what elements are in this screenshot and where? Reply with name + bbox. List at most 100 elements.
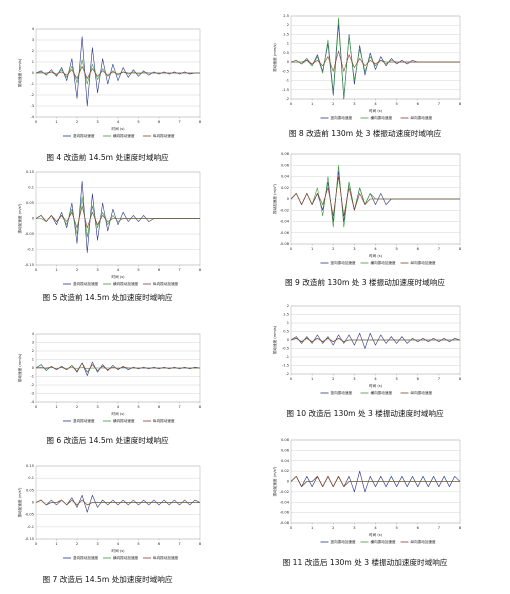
y-axis-label: 振动加速度 (m/s²)	[272, 466, 277, 497]
legend-label: 横向振动速度	[113, 133, 135, 138]
x-tick-label: 4	[117, 268, 120, 272]
y-tick-label: -1.5	[282, 364, 289, 368]
legend-label: 横向振动速度	[113, 418, 135, 423]
x-axis-label: 时间 (s)	[369, 383, 383, 388]
y-tick-label: -1	[285, 79, 289, 83]
x-tick-label: 0	[290, 102, 293, 106]
x-tick-label: 6	[417, 247, 420, 251]
series-line	[35, 494, 201, 513]
x-tick-label: 7	[178, 268, 180, 272]
figure-caption: 图 8 改造前 130m 处 3 楼振动速度时域响应	[289, 128, 442, 138]
x-tick-label: 7	[178, 542, 180, 546]
series-line	[36, 66, 200, 79]
x-tick-label: 5	[395, 247, 397, 251]
legend-label: 竖向振动加速度	[73, 555, 99, 560]
y-tick-label: 2	[287, 23, 289, 27]
x-tick-label: 3	[96, 405, 98, 409]
y-tick-label: 0.1	[28, 186, 34, 190]
y-tick-label: 2	[287, 304, 289, 308]
y-tick-label: 0	[32, 366, 35, 370]
y-tick-label: -0.05	[25, 513, 34, 517]
legend-label: 横向振动加速度	[113, 555, 139, 560]
x-tick-label: 1	[311, 377, 313, 381]
x-tick-label: 2	[332, 377, 334, 381]
x-tick-label: 7	[438, 247, 440, 251]
x-tick-label: 2	[332, 526, 334, 530]
y-tick-label: -0.5	[282, 347, 289, 351]
x-tick-label: 1	[311, 526, 313, 530]
x-tick-label: 6	[158, 120, 161, 124]
x-tick-label: 0	[290, 247, 293, 251]
x-tick-label: 4	[117, 405, 120, 409]
x-tick-label: 8	[199, 268, 202, 272]
x-tick-label: 5	[137, 542, 139, 546]
series-line	[35, 499, 200, 506]
legend-label: 纵向振动加速度	[153, 281, 179, 286]
y-tick-label: -0.05	[25, 232, 34, 236]
series-line	[290, 176, 460, 217]
y-axis-label: 振动速度 (mm/s)	[17, 58, 22, 87]
y-tick-label: 4	[32, 332, 35, 336]
y-tick-label: -0.08	[280, 242, 290, 246]
legend-label: 竖向振动速度	[331, 115, 353, 120]
x-tick-label: 1	[55, 405, 57, 409]
x-tick-label: 0	[35, 542, 38, 546]
y-tick-label: -0.04	[280, 500, 290, 504]
y-axis-label: 振动速度 (mm/s)	[272, 325, 277, 354]
x-tick-label: 3	[96, 542, 98, 546]
x-tick-label: 3	[353, 102, 355, 106]
x-tick-label: 4	[374, 247, 377, 251]
x-tick-label: 2	[76, 268, 78, 272]
figure: 0.080.060.040.020-0.02-0.04-0.06-0.080 1 2…	[272, 438, 462, 567]
y-tick-label: -0.1	[27, 248, 34, 252]
x-tick-label: 5	[137, 268, 139, 272]
x-tick-label: 6	[158, 542, 161, 546]
series-line	[290, 338, 460, 342]
y-tick-label: -3	[30, 392, 34, 396]
x-tick-label: 1	[311, 102, 313, 106]
y-tick-label: -0.5	[282, 69, 289, 73]
y-axis-label: 振动速度 (mm/s)	[272, 43, 277, 72]
x-tick-label: 7	[178, 405, 180, 409]
x-tick-label: 4	[374, 102, 377, 106]
y-tick-label: 0.06	[281, 163, 290, 167]
x-tick-label: 0	[290, 526, 293, 530]
series-line	[36, 362, 200, 373]
x-axis-label: 时间 (s)	[369, 532, 383, 537]
x-tick-label: 3	[353, 247, 355, 251]
legend-label: 竖向振动加速度	[331, 539, 357, 544]
legend-label: 纵向振动速度	[411, 390, 433, 395]
legend-label: 横向振动加速度	[371, 260, 397, 265]
x-tick-label: 8	[199, 405, 202, 409]
x-tick-label: 1	[311, 247, 313, 251]
y-tick-label: 1	[287, 42, 289, 46]
figure: 0.150.10.050-0.05-0.1-0.150 1 2 3 4 5 6 7 8振动加速度…	[17, 170, 202, 302]
y-tick-label: 0	[287, 338, 290, 342]
y-tick-label: 1.5	[283, 32, 289, 36]
x-tick-label: 0	[35, 268, 38, 272]
y-tick-label: 0	[32, 501, 35, 505]
y-tick-label: 0.02	[281, 469, 289, 473]
x-tick-label: 6	[158, 405, 161, 409]
y-tick-label: -1.5	[282, 88, 289, 92]
y-tick-label: 0.06	[281, 448, 290, 452]
y-tick-label: 0	[32, 71, 35, 75]
x-tick-label: 4	[374, 377, 377, 381]
y-tick-label: 2	[32, 49, 34, 53]
x-tick-label: 8	[459, 526, 462, 530]
x-tick-label: 0	[35, 120, 38, 124]
y-tick-label: 0.04	[281, 175, 290, 179]
x-tick-label: 2	[332, 102, 334, 106]
y-tick-label: -0.04	[280, 220, 290, 224]
y-tick-label: -1	[30, 375, 34, 379]
y-tick-label: -0.15	[25, 537, 34, 541]
y-tick-label: 2	[32, 349, 34, 353]
x-tick-label: 8	[199, 542, 202, 546]
y-tick-label: -0.1	[27, 525, 34, 529]
x-tick-label: 2	[76, 120, 78, 124]
y-tick-label: 3	[32, 38, 34, 42]
y-tick-label: -4	[30, 400, 34, 404]
